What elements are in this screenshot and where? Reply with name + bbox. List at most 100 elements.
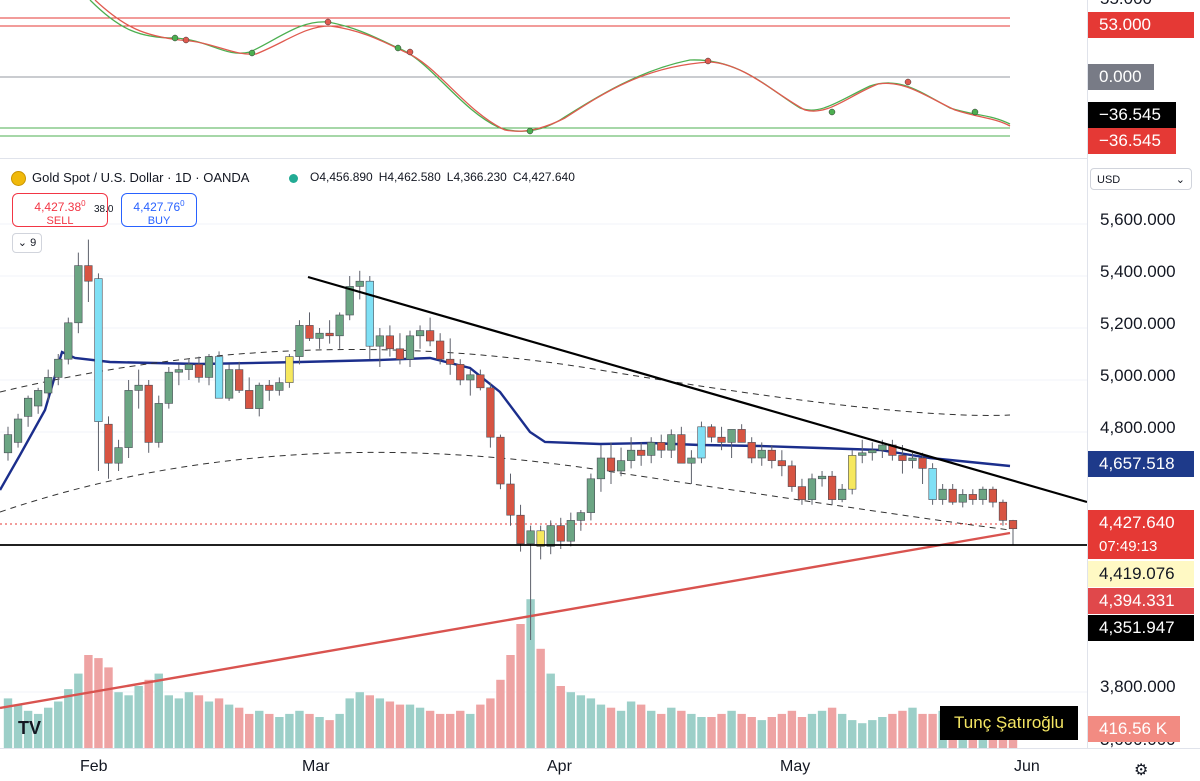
osc-value-tag: −36.545: [1088, 102, 1176, 128]
candle-body: [968, 494, 977, 500]
volume-bar: [345, 698, 354, 748]
candle-body: [134, 384, 143, 391]
volume-bar: [114, 692, 123, 748]
volume-bar: [64, 689, 73, 748]
osc-cross-marker: [182, 36, 190, 44]
candle-body: [827, 475, 837, 500]
price-label: 3,800.000: [1100, 677, 1176, 696]
volume-bar: [536, 648, 545, 748]
candle-body: [516, 514, 525, 545]
ma-blue-tag: 4,657.518: [1088, 451, 1194, 477]
time-label: Mar: [302, 758, 330, 775]
osc-cross-marker: [171, 34, 179, 42]
volume-bar: [466, 713, 475, 748]
volume-bar: [747, 717, 756, 748]
volume-bar: [134, 686, 143, 748]
volume-bar: [405, 704, 415, 748]
candle-body: [988, 488, 997, 503]
candle-body: [44, 377, 53, 394]
pane-separator[interactable]: [0, 158, 1088, 159]
regression-lower-line: [0, 451, 1011, 531]
currency-select[interactable]: USD ⌄: [1090, 168, 1192, 190]
volume-bar: [697, 717, 706, 748]
volume-bar: [23, 710, 33, 748]
candle-body: [898, 455, 907, 461]
volume-bar: [255, 710, 264, 748]
candle-body: [757, 449, 766, 459]
candle-body: [496, 436, 505, 485]
volume-bar: [335, 713, 344, 748]
volume-bar: [516, 624, 525, 748]
downtrend-line: [307, 275, 1088, 504]
osc-cross-marker: [971, 108, 979, 116]
last-price-tag: 4,427.640: [1088, 510, 1194, 535]
candle-body: [385, 335, 395, 350]
currency-label: USD: [1097, 174, 1121, 186]
volume-bar: [737, 713, 746, 748]
candle-body: [395, 348, 405, 360]
candle-body: [938, 488, 947, 500]
volume-bar: [837, 713, 847, 748]
volume-bar: [204, 701, 214, 748]
volume-bar: [3, 698, 13, 748]
candle-body: [194, 364, 204, 378]
sell-button[interactable]: 4,427.380 SELL: [12, 193, 108, 227]
osc-cross-marker: [406, 48, 414, 56]
volume-bar: [576, 695, 586, 748]
volume-bar: [526, 599, 535, 748]
candle-body: [225, 369, 234, 399]
volume-bar: [214, 698, 224, 748]
price-label: 5,400.000: [1100, 262, 1176, 281]
volume-bar: [848, 720, 857, 748]
volume-bar: [44, 707, 53, 748]
candle-body: [626, 449, 636, 461]
volume-bar: [677, 710, 686, 748]
buy-button[interactable]: 4,427.760 BUY: [121, 193, 197, 227]
candle-body: [586, 478, 595, 513]
gold-coin-icon: [11, 171, 26, 186]
osc-cross-marker: [904, 78, 912, 86]
volume-bar: [898, 710, 907, 748]
candle-body: [737, 429, 746, 443]
candle-body: [184, 364, 194, 370]
volume-bar: [164, 695, 173, 748]
ma-red-tag: 4,394.331: [1088, 588, 1194, 614]
candle-body: [576, 512, 585, 521]
volume-bar: [94, 658, 103, 748]
volume-bar: [194, 695, 204, 748]
sell-price: 4,427.38: [34, 200, 82, 214]
time-label: Jun: [1014, 758, 1040, 775]
candle-body: [868, 449, 877, 454]
ohlc-close: C4,427.640: [512, 170, 575, 184]
candle-body: [978, 488, 987, 500]
volume-bar: [305, 713, 314, 748]
spread-value: 38.0: [94, 204, 114, 215]
candle-body: [657, 442, 666, 451]
candle-body: [998, 501, 1008, 521]
osc-upper-tag: 53.000: [1088, 12, 1194, 38]
buy-price: 4,427.76: [133, 200, 181, 214]
indicator-collapse-button[interactable]: ⌄ 9: [12, 233, 42, 253]
volume-bar: [586, 698, 596, 748]
volume-bar: [74, 673, 83, 748]
indicator-count: 9: [30, 237, 37, 249]
candle-body: [747, 442, 756, 459]
osc-cross-marker: [248, 49, 256, 57]
candle-body: [164, 371, 173, 404]
tradingview-logo[interactable]: TV: [18, 718, 42, 738]
volume-bar: [385, 701, 395, 748]
volume-bar: [918, 713, 927, 748]
chevron-down-icon: ⌄: [17, 237, 28, 249]
candle-body: [204, 356, 214, 378]
volume-bar: [928, 713, 937, 748]
volume-bar: [415, 707, 425, 748]
symbol-title[interactable]: Gold Spot / U.S. Dollar · 1D · OANDA: [32, 170, 250, 185]
volume-bar: [566, 692, 575, 748]
candle-body: [697, 426, 706, 459]
volume-bar: [355, 692, 364, 748]
candle-body: [797, 486, 807, 500]
sell-price-sup: 0: [81, 199, 86, 208]
volume-bar: [315, 717, 324, 748]
gear-icon[interactable]: ⚙: [1134, 762, 1149, 779]
